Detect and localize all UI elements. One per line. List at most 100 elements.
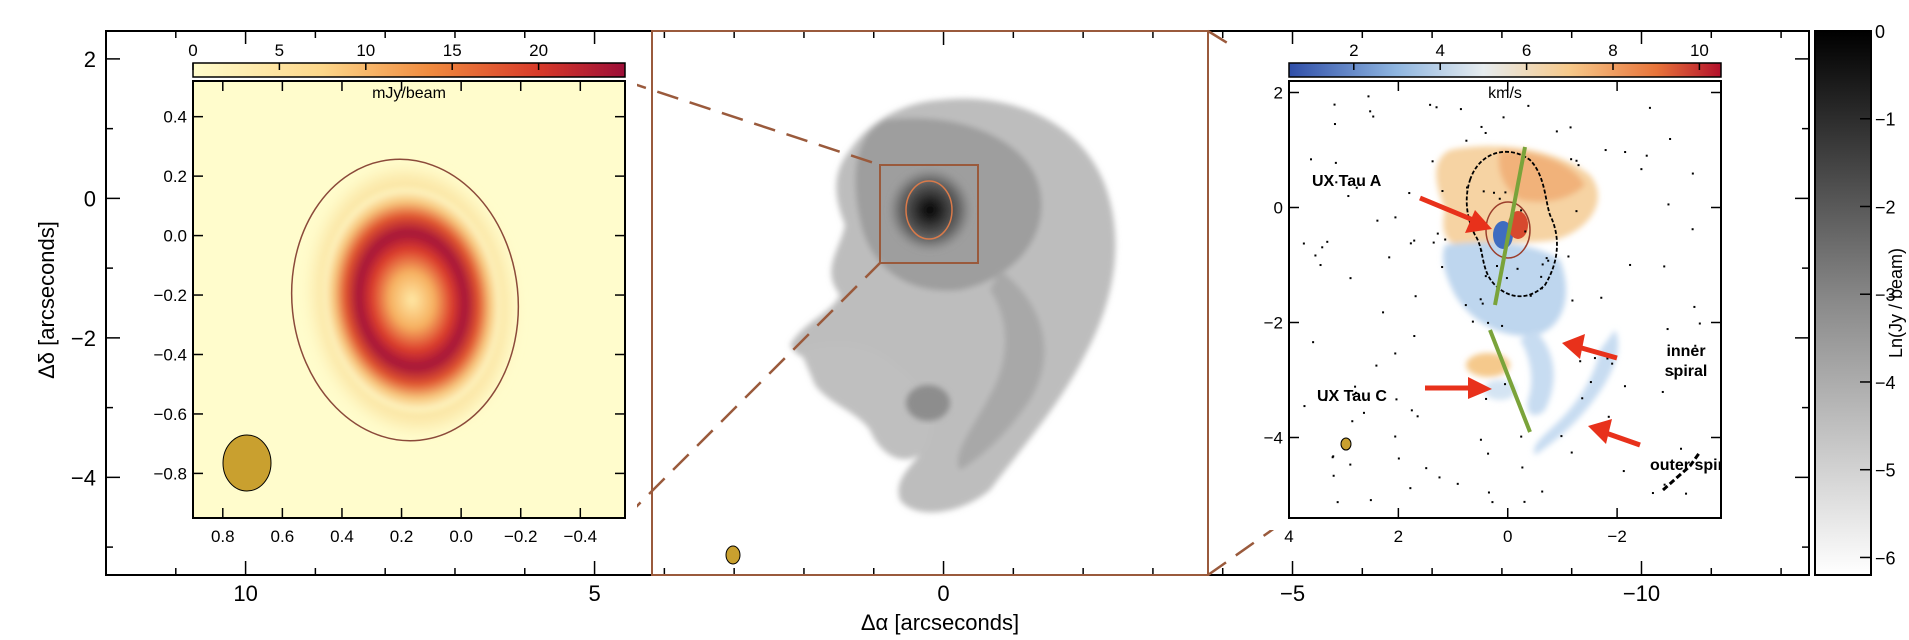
speckle [1459,108,1462,111]
left-colorbar-tick-label: 15 [443,41,462,60]
speckle [1352,393,1355,396]
left-x-tick-label: 0.8 [211,527,235,546]
right-inner-spiral [1520,330,1554,416]
speckle [1560,435,1563,438]
speckle [1571,299,1574,302]
speckle [1524,230,1527,233]
speckle [1685,492,1688,495]
right-beam-ellipse [1340,437,1352,451]
main-colorbar-label: Ln(Jy / beam) [1886,248,1906,358]
speckle [1611,362,1614,365]
speckle [1429,103,1432,106]
speckle [1302,242,1305,245]
speckle [1547,259,1550,262]
speckle [1351,420,1354,423]
right-green-line-lower [1488,329,1532,433]
speckle [1693,305,1696,308]
speckle [1369,110,1372,113]
right-uxtauc-blue [1484,380,1516,400]
speckle [1516,267,1519,270]
speckle [1698,322,1701,325]
left-x-tick-label: −0.2 [504,527,538,546]
main-spiral-arm [957,270,1045,470]
speckle [1336,501,1339,504]
speckle [1645,154,1648,157]
right-core-contour [1485,201,1531,259]
speckle [1436,232,1439,235]
right-outer-spiral [1534,330,1619,455]
right-x-ticks: 4 2 0 −2 [1284,81,1627,546]
right-y-ticks: 2 0 −2 −4 [1264,84,1721,448]
main-zoom-box [879,164,979,264]
speckle [1331,456,1334,459]
speckle [1456,482,1459,485]
speckle [1667,203,1670,206]
left-ring-contour [290,158,520,442]
left-ring [323,188,501,412]
outer-y-tick-label: −2 [71,326,96,351]
speckle [1354,391,1357,394]
speckle [1520,209,1523,212]
right-x-tick-label: 2 [1394,527,1403,546]
speckle [1394,352,1397,355]
speckle [1332,474,1335,477]
speckle [1466,186,1469,189]
left-beam-ellipse [222,434,272,492]
speckle [1349,277,1352,280]
speckle [1425,467,1428,470]
left-x-tick-label: −0.4 [564,527,598,546]
speckle [1481,302,1484,305]
speckle [1435,106,1438,109]
speckle [1480,125,1483,128]
left-x-tick-label: 0.4 [330,527,354,546]
right-colorbar-tick-label: 2 [1349,41,1358,60]
speckle [1555,130,1558,133]
right-y-tick-label: −4 [1264,429,1283,448]
main-colorbar-tick-label: −5 [1875,461,1896,481]
arrow-uxtaua [1419,195,1479,225]
arrow-uxtaua-head [1465,210,1492,233]
speckle [1523,500,1526,503]
speckle [1482,190,1485,193]
speckle [1593,357,1596,360]
speckle [1333,123,1336,126]
speckle [1570,158,1573,161]
main-core-contour [905,180,953,240]
left-colorbar-tick-label: 0 [188,41,197,60]
speckle [1502,116,1505,119]
speckle [1527,104,1530,107]
label-inner-spiral-line1: inner [1666,343,1705,360]
speckle [1501,324,1504,327]
right-y-tick-label: 2 [1274,84,1283,103]
speckle [1355,186,1358,189]
speckle [1666,328,1669,331]
speckle [1589,381,1592,384]
speckle [1394,435,1397,438]
speckle [1349,463,1352,466]
left-colorbar [192,62,626,78]
speckle [1521,466,1524,469]
arrow-inner-spiral-head [1562,334,1585,359]
main-beam-ellipse [725,545,741,565]
speckle [1416,415,1419,418]
speckle [1471,320,1474,323]
speckle [1581,397,1584,400]
speckle [1487,491,1490,494]
right-colorbar-ticks: 2 4 6 8 10 [1349,41,1709,70]
outer-x-tick-label: 0 [937,581,949,606]
left-colorbar-tick-label: 5 [275,41,284,60]
speckle [1432,241,1435,244]
speckle [1397,457,1400,460]
speckle [1485,397,1488,400]
speckle [1335,181,1338,184]
speckle [1606,357,1609,360]
main-colorbar-gradient [1814,30,1872,576]
outer-x-tick-label: −10 [1623,581,1660,606]
speckle [1310,158,1313,161]
outer-x-tick-label: 10 [233,581,257,606]
speckle [1691,172,1694,175]
speckle [1484,275,1487,278]
outer-x-tick-label: 5 [588,581,600,606]
speckle [1324,399,1327,402]
main-colorbar-tick-label: −4 [1875,373,1896,393]
